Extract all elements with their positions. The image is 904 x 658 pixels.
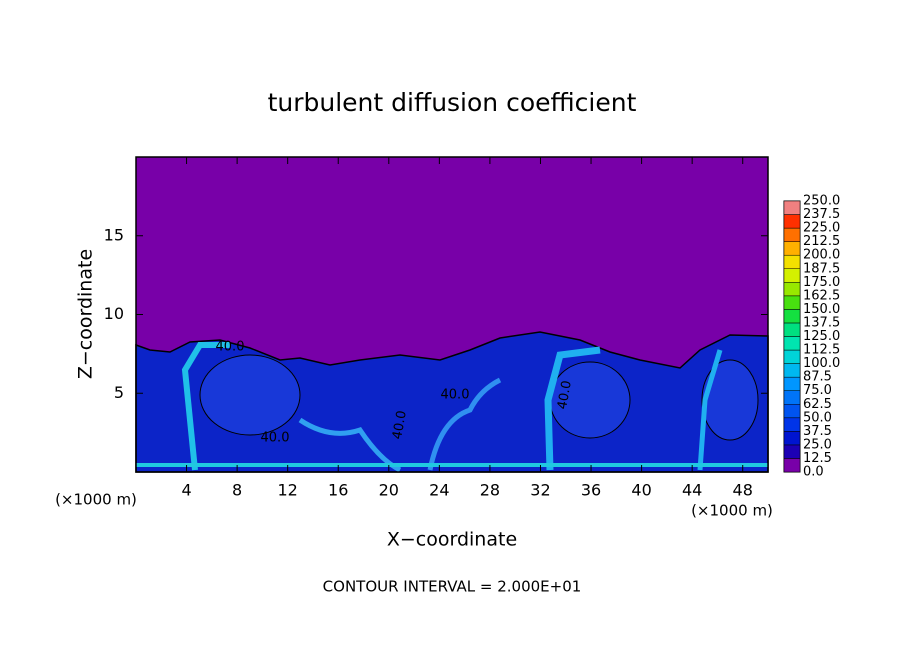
colorbar-band xyxy=(783,322,801,337)
colorbar-band xyxy=(783,200,801,215)
chart-title: turbulent diffusion coefficient xyxy=(268,88,637,117)
x-tick-label: 48 xyxy=(733,481,753,500)
x-unit-label: (×1000 m) xyxy=(691,502,773,520)
colorbar-tick-label: 200.0 xyxy=(803,248,840,263)
colorbar-band xyxy=(783,227,801,242)
x-tick-label: 4 xyxy=(181,481,191,500)
colorbar-tick-label: 100.0 xyxy=(803,356,840,371)
colorbar-band xyxy=(783,444,801,459)
colorbar-tick-label: 125.0 xyxy=(803,329,840,344)
streak xyxy=(544,346,601,471)
colorbar-tick-label: 50.0 xyxy=(803,410,832,425)
eddy xyxy=(199,354,301,436)
colorbar-tick-label: 237.5 xyxy=(803,207,840,222)
colorbar-band xyxy=(783,363,801,378)
colorbar-tick-label: 112.5 xyxy=(803,343,840,358)
colorbar-band xyxy=(783,268,801,283)
colorbar-tick-label: 150.0 xyxy=(803,302,840,317)
y-tick-label: 10 xyxy=(104,304,124,323)
colorbar-band xyxy=(783,295,801,310)
colorbar-band xyxy=(783,309,801,324)
y-tick-label: 5 xyxy=(114,383,124,402)
x-tick-label: 36 xyxy=(581,481,601,500)
colorbar-tick-label: 75.0 xyxy=(803,383,832,398)
colorbar-band xyxy=(783,404,801,419)
colorbar-band xyxy=(783,241,801,256)
colorbar-band xyxy=(783,376,801,391)
colorbar-tick-label: 137.5 xyxy=(803,315,840,330)
contour-label: 40.0 xyxy=(390,409,410,440)
streak xyxy=(427,377,502,471)
contour-label: 40.0 xyxy=(216,340,245,355)
x-tick-label: 20 xyxy=(379,481,399,500)
colorbar-band xyxy=(783,458,801,473)
x-tick-label: 12 xyxy=(278,481,298,500)
colorbar-tick-label: 37.5 xyxy=(803,424,832,439)
x-axis-label: X−coordinate xyxy=(387,529,517,551)
x-tick-label: 32 xyxy=(530,481,550,500)
x-tick-label: 16 xyxy=(328,481,348,500)
colorbar-tick-label: 62.5 xyxy=(803,397,832,412)
field xyxy=(135,157,769,473)
x-unit-label: (×1000 m) xyxy=(55,491,137,509)
x-tick-label: 8 xyxy=(232,481,242,500)
x-tick-label: 44 xyxy=(682,481,702,500)
contour-label: 40.0 xyxy=(261,431,290,446)
colorbar-band xyxy=(783,349,801,364)
colorbar-band xyxy=(783,336,801,351)
colorbar-band xyxy=(783,431,801,446)
contour-label: 40.0 xyxy=(555,379,575,410)
colorbar-tick-label: 212.5 xyxy=(803,234,840,249)
colorbar-tick-label: 0.0 xyxy=(803,465,824,480)
colorbar-band xyxy=(783,390,801,405)
colorbar-tick-label: 87.5 xyxy=(803,370,832,385)
colorbar-tick-label: 162.5 xyxy=(803,288,840,303)
colorbar-tick-label: 250.0 xyxy=(803,194,840,209)
colorbar-tick-label: 225.0 xyxy=(803,221,840,236)
colorbar-band xyxy=(783,282,801,297)
contour-label: 40.0 xyxy=(441,388,470,403)
colorbar-tick-label: 12.5 xyxy=(803,451,832,466)
streak xyxy=(298,417,402,473)
x-tick-label: 28 xyxy=(480,481,500,500)
colorbar-tick-label: 175.0 xyxy=(803,275,840,290)
colorbar-band xyxy=(783,417,801,432)
eddy xyxy=(701,359,759,441)
x-tick-label: 24 xyxy=(429,481,449,500)
streak xyxy=(181,342,230,471)
y-axis-label: Z−coordinate xyxy=(75,249,97,379)
colorbar-band xyxy=(783,214,801,229)
colorbar-tick-label: 25.0 xyxy=(803,437,832,452)
footnote: CONTOUR INTERVAL = 2.000E+01 xyxy=(323,578,582,596)
streak xyxy=(697,349,723,471)
colorbar-band xyxy=(783,254,801,269)
y-tick-label: 15 xyxy=(104,225,124,244)
x-tick-label: 40 xyxy=(631,481,651,500)
colorbar-tick-label: 187.5 xyxy=(803,261,840,276)
